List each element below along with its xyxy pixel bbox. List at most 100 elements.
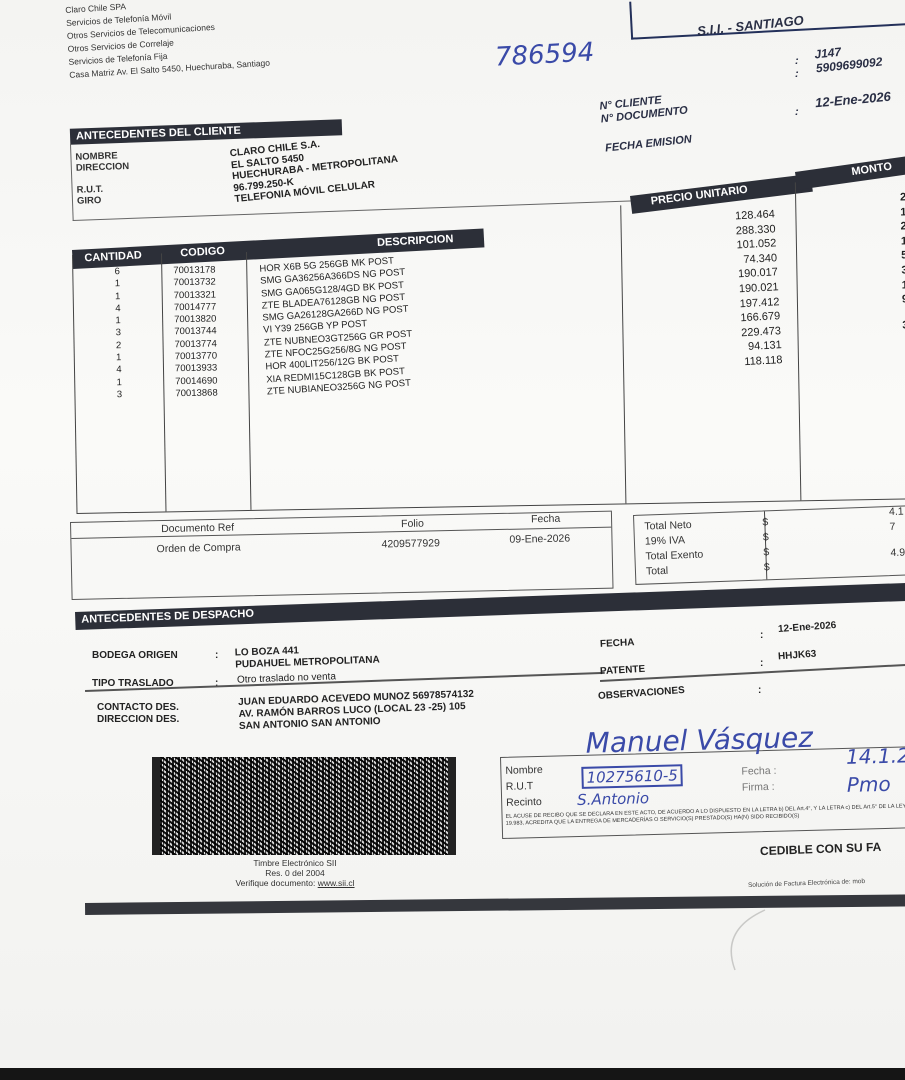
handwritten-number: 786594: [494, 37, 595, 73]
item-monto: 2: [900, 220, 905, 233]
item-monto: 1: [900, 235, 905, 248]
totals-box: Total Neto 19% IVA Total Exento Total $ $ $ $ …: [633, 504, 905, 585]
observaciones-label: OBSERVACIONES: [597, 684, 686, 703]
item-precio: 118.118: [744, 354, 783, 369]
contacto-label: CONTACTO DES.: [97, 702, 179, 713]
item-codigo: 70013820: [174, 313, 217, 326]
bodega-label: BODEGA ORIGEN: [92, 650, 178, 661]
folio-value: 4209577929: [381, 537, 441, 551]
item-codigo: 70013933: [174, 362, 218, 375]
divider: [600, 663, 905, 682]
rut-label: R.U.T: [505, 780, 534, 793]
fecha-value: 09-Ene-2026: [509, 532, 571, 546]
direccion-des-label: DIRECCION DES.: [97, 714, 180, 725]
column-divider: [794, 182, 802, 501]
colon: :: [795, 68, 799, 80]
sii-link[interactable]: www.sii.cl: [317, 878, 355, 888]
colon: :: [760, 658, 764, 669]
giro-label: GIRO: [76, 194, 102, 207]
receipt-labels-right: Fecha : Firma :: [741, 763, 777, 796]
item-codigo: 70013868: [175, 387, 218, 400]
column-divider: [245, 251, 252, 510]
contact-labels: CONTACTO DES. DIRECCION DES.: [97, 702, 179, 726]
document-meta-labels: N° CLIENTE N° DOCUMENTO: [599, 92, 689, 127]
firma-label: Firma :: [741, 780, 775, 794]
item-codigo: 70013770: [174, 350, 218, 363]
photo-bottom-edge: [0, 1068, 905, 1080]
price-header-bar: PRECIO UNITARIO: [630, 173, 813, 214]
receipt-box: Nombre R.U.T Recinto Fecha : Firma : Man…: [500, 721, 905, 839]
fecha-emision-value: 12-Ene-2026: [814, 88, 892, 111]
client-labels: NOMBRE DIRECCION R.U.T. GIRO: [75, 150, 130, 207]
dispatch-fecha-label: FECHA: [599, 637, 635, 650]
dispatch-fecha-value: 12-Ene-2026: [777, 619, 837, 636]
direccion-label: DIRECCION: [75, 160, 130, 174]
fecha-label: Fecha :: [741, 764, 777, 778]
colon: :: [758, 685, 762, 696]
colon: :: [215, 650, 219, 661]
solution-footer: Solución de Factura Electrónica de: mob: [747, 877, 866, 890]
header-precio: PRECIO UNITARIO: [650, 183, 749, 208]
client-values: CLARO CHILE S.A. EL SALTO 5450 HUECHURAB…: [229, 131, 401, 206]
item-monto: 1: [900, 206, 905, 219]
codigo-column: 70013178 70013732 70013321 70014777 70013820…: [173, 264, 218, 400]
item-codigo: 70014777: [173, 301, 217, 314]
cedible-label: CEDIBLE CON SU FA: [759, 839, 882, 859]
item-codigo: 70013178: [173, 264, 216, 277]
descripcion-column: HOR X6B 5G 256GB MK POST SMG GA36256A366D…: [259, 255, 415, 399]
precio-column: 128.464 288.330 101.052 74.340 190.017 190.02…: [690, 207, 783, 372]
patente-value: HHJK63: [777, 648, 817, 663]
total-value: 4.1: [888, 505, 904, 519]
bodega-value: LO BOZA 441 PUDAHUEL METROPOLITANA: [235, 642, 380, 671]
item-monto: 3: [901, 264, 905, 277]
pdf417-timbre-barcode: [152, 757, 456, 855]
signature-drawing: Pmo: [846, 771, 891, 797]
colon: :: [795, 106, 799, 118]
colon: :: [795, 55, 799, 67]
totals-values: 4.1 7 4.9: [889, 505, 905, 561]
nombre-label: Nombre: [505, 763, 543, 777]
item-codigo: 70013774: [174, 338, 217, 351]
total-currency: $: [763, 561, 770, 574]
total-value: 4.9: [890, 546, 905, 559]
item-monto: 1: [901, 278, 905, 292]
tipo-traslado-label: TIPO TRASLADO: [92, 678, 174, 689]
patente-label: PATENTE: [599, 663, 646, 678]
verify-text: Verifique documento:: [235, 878, 318, 888]
total-label: Total Exento: [645, 548, 704, 563]
dispatch-title: ANTECEDENTES DE DESPACHO: [81, 607, 255, 626]
fecha-header: Fecha: [530, 512, 561, 526]
total-value: 7: [889, 520, 896, 534]
recinto-label: Recinto: [506, 795, 542, 809]
total-currency: $: [762, 531, 769, 544]
item-codigo: 70013744: [174, 325, 217, 338]
reference-box: Documento Ref Folio Fecha Orden de Compr…: [70, 510, 614, 600]
colon: :: [760, 630, 764, 641]
paper-curl-mark: [730, 909, 766, 971]
receipt-labels: Nombre R.U.T Recinto: [505, 762, 544, 811]
signed-rut: 10275610-5: [581, 764, 684, 789]
signed-name: Manuel Vásquez: [585, 720, 814, 760]
doc-ref-header: Documento Ref: [161, 521, 235, 536]
colon: :: [215, 678, 219, 689]
totals-currency: $ $ $ $: [762, 515, 770, 575]
total-value: [890, 535, 905, 546]
contact-values: JUAN EDUARDO ACEVEDO MUNOZ 56978574132 A…: [238, 689, 475, 733]
total-currency: $: [763, 546, 770, 559]
timbre-line: Res. 0 del 2004: [265, 868, 325, 878]
header-monto: MONTO: [850, 160, 893, 179]
monto-header-bar: MONTO: [795, 152, 905, 190]
item-codigo: 70014690: [175, 375, 218, 387]
column-divider: [620, 205, 627, 504]
footer-bar: [85, 894, 905, 915]
header-descripcion: DESCRIPCION: [376, 233, 454, 250]
signed-fecha: 14.1.2: [845, 743, 905, 769]
document-meta-values: J147 5909699092: [814, 41, 883, 76]
item-cantidad: 3: [116, 389, 123, 401]
item-codigo: 70013732: [173, 276, 216, 289]
item-codigo: 70013321: [173, 289, 217, 301]
folio-header: Folio: [400, 517, 425, 531]
